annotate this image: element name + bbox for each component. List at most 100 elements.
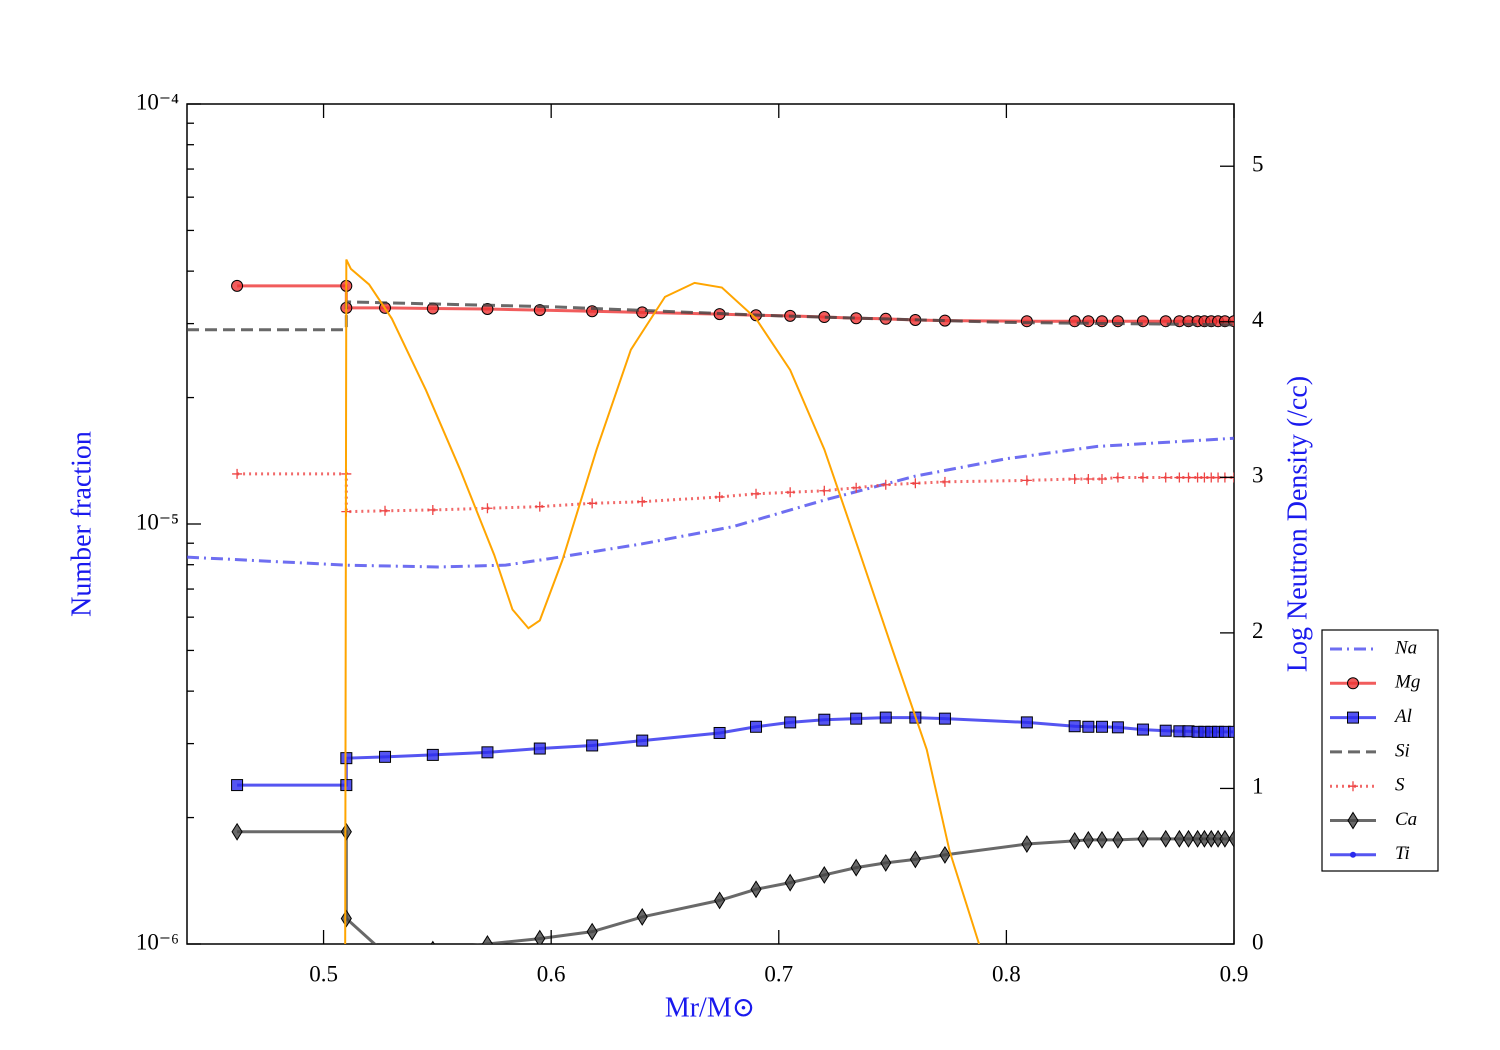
marker (636, 734, 649, 747)
y2-axis-label: Log Neutron Density (/cc) (1282, 376, 1313, 672)
marker (939, 476, 950, 487)
series-line (344, 259, 981, 944)
marker (910, 478, 921, 489)
y2-tick-label: 2 (1252, 618, 1264, 643)
plot-area (187, 259, 1234, 961)
series-line (187, 300, 1234, 332)
marker (481, 935, 494, 944)
x-tick-label: 0.5 (309, 961, 338, 986)
marker (784, 873, 796, 892)
marker (636, 907, 648, 926)
marker (818, 866, 830, 884)
marker (1347, 711, 1359, 724)
marker (819, 485, 830, 496)
marker (340, 909, 352, 928)
marker (1082, 720, 1095, 733)
y-tick-label: 10⁻⁶ (136, 929, 179, 954)
series-line (187, 436, 1234, 569)
marker (1111, 721, 1124, 734)
marker (785, 487, 796, 498)
marker (1182, 829, 1195, 848)
marker (1228, 725, 1234, 738)
x-tick-label: 0.8 (992, 961, 1021, 986)
x-axis-label: Mr/M⊙ (665, 992, 755, 1023)
marker (1160, 472, 1171, 483)
y-tick-label: 10⁻⁴ (136, 89, 179, 114)
marker (1347, 811, 1359, 830)
series-line (237, 830, 1234, 944)
marker (481, 746, 494, 759)
legend-label: Si (1395, 740, 1410, 761)
marker (939, 845, 951, 864)
marker (714, 891, 726, 910)
marker (533, 742, 546, 755)
marker (586, 922, 598, 941)
marker (851, 482, 862, 493)
marker (1082, 315, 1095, 328)
marker (1137, 829, 1149, 848)
marker (750, 720, 763, 733)
marker (818, 713, 831, 726)
y2-tick-label: 0 (1252, 929, 1264, 954)
marker (231, 279, 244, 292)
legend-label: Ca (1395, 809, 1417, 830)
marker (1068, 315, 1081, 328)
marker (850, 858, 862, 877)
legend-label: Mg (1394, 672, 1420, 693)
marker (1083, 473, 1094, 484)
marker (587, 498, 598, 509)
marker (1350, 851, 1356, 858)
marker (1173, 829, 1185, 848)
marker (1095, 720, 1108, 733)
marker (1112, 830, 1124, 849)
marker (909, 850, 921, 869)
marker (1020, 716, 1033, 729)
marker (1069, 831, 1081, 850)
marker (1069, 473, 1080, 484)
legend-label: Ti (1395, 843, 1410, 864)
marker (1136, 723, 1149, 736)
marker (751, 488, 762, 499)
marker (1228, 829, 1234, 848)
marker (1068, 720, 1081, 733)
y2-tick-label: 1 (1252, 774, 1264, 799)
marker (1082, 830, 1094, 849)
marker (427, 504, 438, 515)
marker (636, 306, 649, 319)
x-tick-label: 0.7 (764, 961, 793, 986)
y2-tick-label: 5 (1252, 152, 1264, 177)
legend-label: Al (1393, 706, 1412, 727)
marker (380, 945, 390, 961)
marker (1174, 472, 1185, 483)
marker (1183, 472, 1194, 483)
marker (1160, 829, 1172, 848)
marker (1112, 472, 1123, 483)
marker (1137, 472, 1148, 483)
marker (430, 940, 435, 944)
x-tick-label: 0.9 (1220, 961, 1249, 986)
plot-frame (186, 103, 1235, 945)
marker (482, 503, 493, 514)
marker (534, 501, 545, 512)
marker (534, 929, 546, 944)
legend-label: S (1395, 775, 1405, 796)
marker (1096, 473, 1107, 484)
marker (1347, 677, 1359, 690)
marker (1021, 835, 1033, 853)
marker (1348, 781, 1358, 792)
marker (426, 748, 439, 761)
marker (586, 739, 599, 752)
marker (231, 822, 243, 841)
marker (380, 505, 391, 516)
marker (750, 880, 762, 899)
marker (1219, 829, 1231, 848)
y2-tick-label: 3 (1252, 463, 1264, 488)
marker (880, 479, 891, 490)
marker (232, 468, 243, 479)
marker (850, 712, 863, 725)
marker (1096, 830, 1108, 849)
marker (1095, 315, 1108, 328)
marker (1159, 724, 1172, 737)
y2-tick-label: 4 (1252, 307, 1264, 332)
